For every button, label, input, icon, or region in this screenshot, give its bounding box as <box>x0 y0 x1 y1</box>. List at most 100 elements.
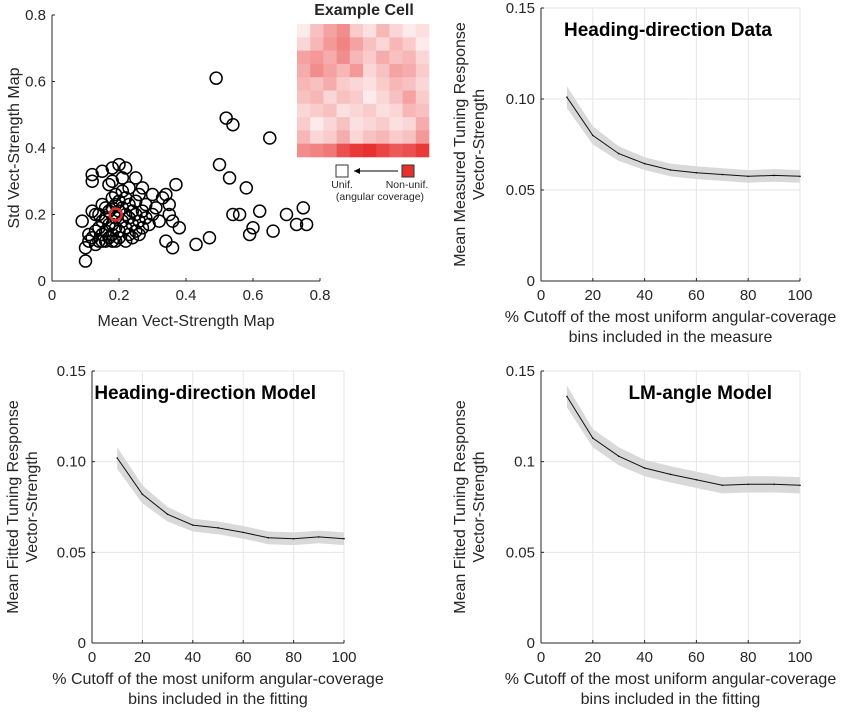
data-point <box>112 157 126 172</box>
heatmap-cell <box>310 103 324 118</box>
x-tick-label: 40 <box>636 649 653 666</box>
heatmap-cell <box>415 90 430 105</box>
data-point <box>122 181 136 195</box>
line-point <box>592 437 594 439</box>
x-tick-label: 20 <box>584 287 601 304</box>
heatmap-cell <box>376 50 390 65</box>
heatmap-cell <box>323 50 337 65</box>
data-point <box>112 194 126 208</box>
data-point <box>159 187 173 202</box>
y-axis-title-line-1: Vector-Strength <box>471 451 488 562</box>
data-point <box>209 71 223 85</box>
data-point <box>95 164 109 179</box>
heatmap-cell <box>310 117 324 131</box>
heatmap-cell <box>349 117 364 131</box>
x-tick-label: 0 <box>48 287 56 304</box>
heatmap-cell <box>336 117 351 131</box>
heatmap-cell <box>349 37 364 51</box>
line-point <box>799 175 801 178</box>
heatmap-cell <box>349 143 364 158</box>
line-point <box>747 483 749 486</box>
data-point <box>118 161 133 175</box>
line-point <box>166 513 169 516</box>
data-point <box>142 217 156 232</box>
heatmap-cell <box>310 50 324 65</box>
heatmap-cell <box>336 143 351 158</box>
heatmap-cell <box>323 90 337 105</box>
uniform-label: Unif. <box>331 179 353 191</box>
heatmap-cell <box>363 24 377 38</box>
heatmap-cell <box>389 37 403 51</box>
data-point <box>132 214 146 228</box>
heatmap-cell <box>415 37 430 51</box>
data-point <box>145 187 160 202</box>
heatmap-cell <box>376 130 390 144</box>
line-point <box>292 537 295 540</box>
heatmap-cell <box>336 37 351 51</box>
heatmap-cell <box>363 143 377 158</box>
line-point <box>773 174 775 177</box>
heatmap-cell <box>336 24 351 38</box>
x-tick-label: 100 <box>787 649 812 666</box>
mean-line <box>566 96 801 177</box>
data-point <box>222 171 237 185</box>
x-axis-title-line-1: bins included in the fitting <box>128 691 308 708</box>
heatmap-cell <box>323 143 337 158</box>
data-point <box>115 184 130 198</box>
x-axis-title: % Cutoff of the most uniform angular-cov… <box>505 671 837 708</box>
data-point <box>85 204 99 218</box>
data-point <box>98 201 113 215</box>
heatmap-cell <box>376 77 390 91</box>
heatmap-cell <box>310 63 324 78</box>
y-tick-label: 0.2 <box>25 207 46 224</box>
data-point <box>122 211 136 225</box>
heatmap-cell <box>415 103 430 118</box>
x-tick-label: 80 <box>285 649 302 666</box>
line-point <box>267 537 270 539</box>
data-point <box>149 201 163 215</box>
line-point <box>721 484 724 487</box>
y-axis-title: Mean Fitted Tuning Response Vector-Streng… <box>5 400 41 614</box>
data-point <box>82 227 96 242</box>
data-point <box>122 227 136 242</box>
x-tick-label: 40 <box>184 649 201 666</box>
x-tick-label: 0.2 <box>109 287 130 304</box>
heatmap-cell <box>349 50 364 65</box>
heatmap-cell <box>415 143 430 158</box>
x-tick-label: 0.4 <box>176 287 197 304</box>
data-point <box>78 241 93 255</box>
heatmap-cell <box>323 37 337 51</box>
data-point <box>85 231 99 245</box>
data-point <box>125 231 140 245</box>
y-axis-title-line-1: Vector-Strength <box>24 451 41 562</box>
data-point <box>279 207 294 222</box>
data-point <box>78 254 93 268</box>
heatmap-cell <box>297 50 311 65</box>
data-point <box>226 207 240 222</box>
data-point <box>252 204 267 218</box>
data-point <box>162 197 176 212</box>
data-point <box>115 171 130 185</box>
y-tick-label: 0.05 <box>57 544 86 561</box>
heatmap-cell <box>297 63 311 78</box>
x-tick-label: 60 <box>235 649 252 666</box>
heatmap-cell <box>349 24 364 38</box>
heatmap-cell <box>389 143 403 158</box>
data-point <box>132 227 146 242</box>
heatmap-cell <box>349 103 364 118</box>
heatmap-cell <box>310 77 324 91</box>
heatmap-cell <box>402 63 417 78</box>
data-point <box>129 207 143 222</box>
data-point <box>118 234 133 248</box>
inset-title: Example Cell <box>314 2 414 19</box>
heatmap-cell <box>389 117 403 131</box>
line-point <box>566 395 568 398</box>
data-point <box>95 214 109 228</box>
y-tick-label: 0.10 <box>506 91 535 108</box>
data-point <box>219 111 233 125</box>
x-tick-label: 20 <box>584 649 601 666</box>
data-point <box>296 201 310 215</box>
data-point <box>125 204 140 218</box>
line-point <box>773 483 775 486</box>
heatmap-cell <box>376 103 390 118</box>
